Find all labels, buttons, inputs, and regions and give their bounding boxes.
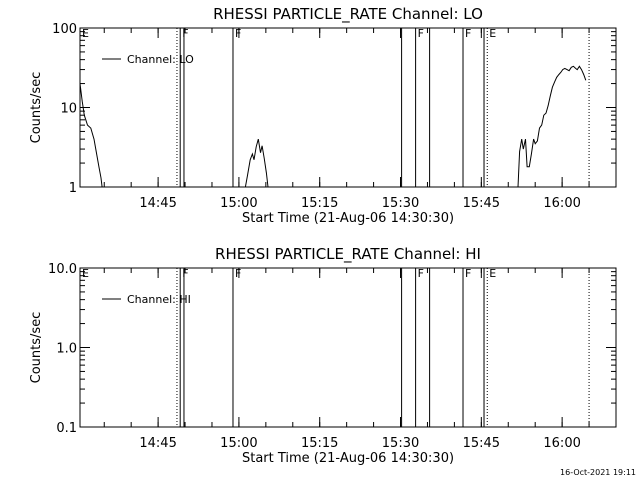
x-axis-label-lo: Start Time (21-Aug-06 14:30:30) — [242, 211, 454, 226]
x-tick-label: 14:45 — [139, 196, 176, 211]
y-tick-label: 10 — [60, 102, 77, 117]
x-tick-label: 16:00 — [543, 436, 580, 451]
plot-frame-lo — [79, 27, 617, 188]
y-tick-label: 100 — [52, 22, 77, 37]
event-marker-label: F — [465, 27, 471, 40]
x-axis-label-hi: Start Time (21-Aug-06 14:30:30) — [242, 451, 454, 466]
x-tick-label: 15:45 — [463, 196, 500, 211]
event-marker-label: F — [465, 267, 471, 280]
y-axis-label-lo: Counts/sec — [29, 72, 44, 144]
legend-entry-hi: Channel: HI — [127, 293, 191, 306]
series-line-lo — [244, 138, 269, 187]
chart-title-lo: RHESSI PARTICLE_RATE Channel: LO — [213, 5, 483, 24]
series-line-lo — [517, 65, 587, 187]
x-tick-label: 15:15 — [301, 436, 338, 451]
chart-title-hi: RHESSI PARTICLE_RATE Channel: HI — [215, 245, 481, 264]
chart-panel-hi: RHESSI PARTICLE_RATE Channel: HI 0.1 1.0 10… — [29, 245, 617, 466]
chart-panel-lo: RHESSI PARTICLE_RATE Channel: LO 1 10 100 14… — [29, 5, 617, 226]
event-marker-label: E — [82, 267, 89, 280]
x-tick-label: 15:15 — [301, 196, 338, 211]
x-tick-label: 15:00 — [220, 196, 257, 211]
event-marker-label: F — [418, 27, 424, 40]
x-tick-label: 15:30 — [382, 196, 419, 211]
x-tick-label: 15:30 — [382, 436, 419, 451]
legend-entry-lo: Channel: LO — [127, 53, 194, 66]
event-marker-label: E — [489, 267, 496, 280]
series-line-lo — [80, 83, 103, 187]
y-tick-label: 1 — [69, 181, 77, 196]
x-tick-label: 15:00 — [220, 436, 257, 451]
event-marker-label: F — [182, 267, 188, 280]
footer-timestamp: 16-Oct-2021 19:11 — [560, 468, 636, 477]
y-tick-label: 1.0 — [56, 342, 77, 357]
y-axis-label-hi: Counts/sec — [29, 312, 44, 384]
event-marker-label: E — [82, 27, 89, 40]
event-marker-label: F — [182, 27, 188, 40]
event-marker-label: E — [489, 27, 496, 40]
y-tick-label: 0.1 — [56, 421, 77, 436]
event-marker-label: F — [418, 267, 424, 280]
x-tick-label: 14:45 — [139, 436, 176, 451]
x-tick-label: 16:00 — [543, 196, 580, 211]
x-tick-label: 15:45 — [463, 436, 500, 451]
event-marker-label: F — [235, 27, 241, 40]
plot-frame-hi — [79, 267, 617, 428]
event-marker-label: F — [235, 267, 241, 280]
y-tick-label: 10.0 — [48, 262, 77, 277]
